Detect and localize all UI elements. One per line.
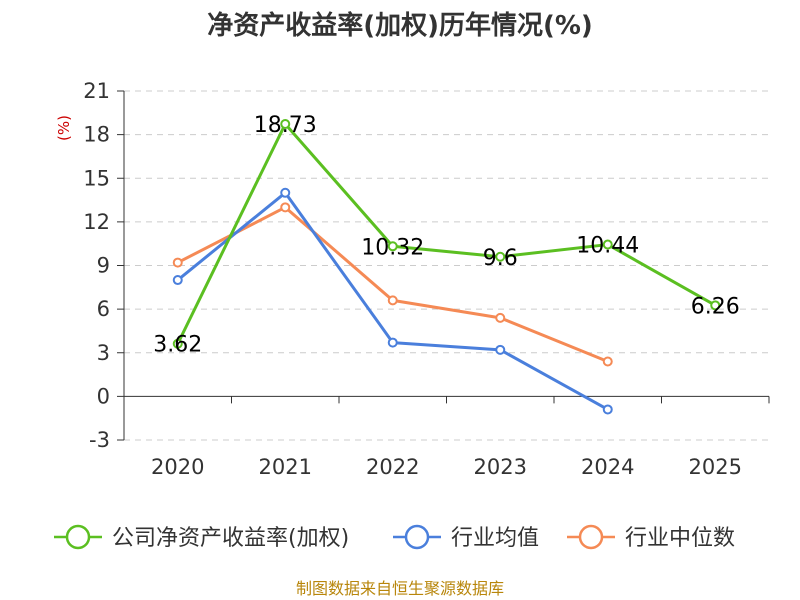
- data-point: [602, 239, 613, 250]
- data-point: [495, 251, 506, 262]
- legend-label: 行业中位数: [625, 526, 735, 551]
- y-tick-label: 6: [97, 297, 110, 321]
- axes: 21 18 15 12 9 6 3 0 -3 2020 2021 2022 2023 2024 2025: [83, 79, 770, 479]
- data-point: [172, 257, 183, 268]
- chart-title: 净资产收益率(加权)历年情况(%): [207, 10, 593, 41]
- data-point: [172, 275, 183, 286]
- x-tick-label: 2024: [581, 455, 634, 479]
- data-point: [710, 300, 721, 311]
- data-point: [495, 312, 506, 323]
- data-point: [280, 119, 291, 130]
- data-point: [280, 202, 291, 213]
- data-point: [387, 337, 398, 348]
- y-tick-label: 3: [97, 341, 110, 365]
- y-tick-label: 15: [83, 166, 110, 190]
- data-label: 9.6: [483, 246, 518, 271]
- data-label: 10.32: [361, 235, 424, 260]
- data-point: [602, 404, 613, 415]
- y-axis-label: (%): [55, 115, 73, 141]
- x-tick-label: 2025: [689, 455, 742, 479]
- data-point: [602, 356, 613, 367]
- y-tick-label: 0: [97, 384, 110, 408]
- legend-marker: [404, 524, 430, 550]
- x-tick-label: 2021: [259, 455, 312, 479]
- data-point: [495, 344, 506, 355]
- series-line: [176, 122, 716, 345]
- legend-marker: [65, 524, 91, 550]
- data-point: [387, 295, 398, 306]
- data-point: [280, 187, 291, 198]
- y-tick-label: -3: [89, 428, 110, 452]
- data-source-note: 制图数据来自恒生聚源数据库: [296, 579, 504, 598]
- data-label: 6.26: [691, 294, 740, 319]
- data-label: 18.73: [254, 113, 317, 138]
- y-tick-label: 18: [83, 123, 110, 147]
- legend: 公司净资产收益率(加权) 行业均值 行业中位数: [54, 524, 735, 551]
- y-tick-label: 9: [97, 254, 110, 278]
- series-group: 3.62 18.73 10.32 9.6 10.44 6.26: [153, 113, 740, 415]
- legend-marker: [578, 524, 604, 550]
- x-tick-label: 2022: [366, 455, 419, 479]
- legend-label: 公司净资产收益率(加权): [112, 526, 349, 551]
- y-tick-label: 12: [83, 210, 110, 234]
- legend-label: 行业均值: [451, 526, 539, 551]
- data-point: [387, 241, 398, 252]
- grid-lines: [124, 90, 769, 441]
- x-tick-label: 2020: [151, 455, 204, 479]
- y-tick-label: 21: [83, 79, 110, 103]
- data-label: 3.62: [153, 333, 202, 358]
- data-point: [172, 338, 183, 349]
- data-label: 10.44: [576, 234, 639, 259]
- x-tick-label: 2023: [474, 455, 527, 479]
